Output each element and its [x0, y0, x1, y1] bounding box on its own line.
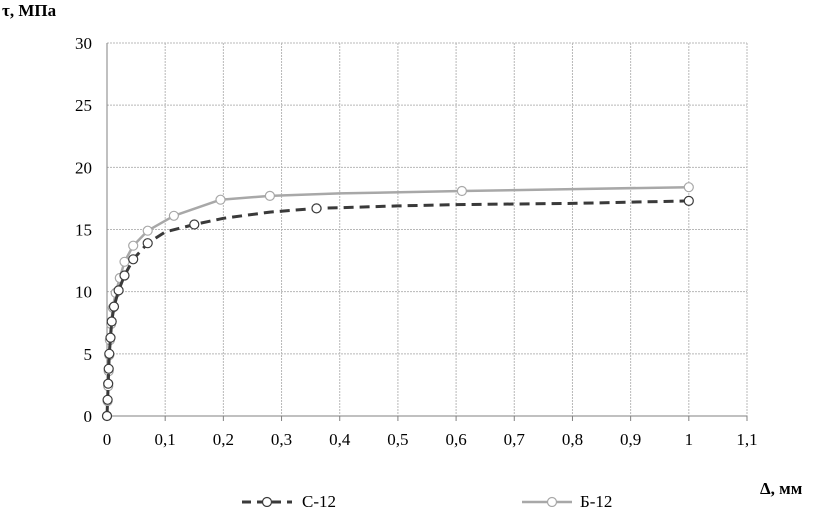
data-point — [113, 285, 124, 296]
y-axis-label: τ, МПа — [2, 1, 57, 20]
y-tick-label: 15 — [75, 221, 92, 240]
x-tick-label: 0,1 — [155, 430, 176, 449]
data-point — [142, 225, 153, 236]
data-point — [106, 316, 117, 327]
x-tick-label: 1,1 — [736, 430, 757, 449]
data-point — [456, 185, 467, 197]
data-point — [108, 301, 120, 312]
legend: С-12 Б-12 — [242, 492, 612, 507]
data-point — [168, 210, 179, 221]
y-tick-labels: 0 5 10 15 20 25 30 — [75, 34, 92, 426]
legend-item-b12: Б-12 — [522, 492, 612, 507]
x-tick-label: 1 — [685, 430, 694, 449]
data-point — [215, 194, 226, 205]
x-axis-label: Δ, мм — [760, 479, 803, 498]
legend-marker-b12 — [546, 496, 558, 507]
data-point — [103, 363, 114, 374]
y-tick-label: 5 — [84, 345, 93, 364]
y-tick-label: 0 — [84, 407, 93, 426]
x-tick-label: 0,3 — [271, 430, 292, 449]
data-point — [189, 219, 200, 230]
x-tick-label: 0,5 — [387, 430, 408, 449]
data-point — [264, 190, 275, 201]
data-point — [128, 254, 139, 265]
x-tick-labels: 0 0,1 0,2 0,3 0,4 0,5 0,6 0,7 0,8 0,9 1 1,1 — [103, 430, 758, 449]
x-tick-label: 0,6 — [445, 430, 466, 449]
y-tick-label: 20 — [75, 158, 92, 177]
data-point — [103, 378, 114, 389]
data-point — [128, 240, 139, 251]
data-point — [119, 270, 130, 281]
legend-label-s12: С-12 — [302, 492, 336, 507]
grid — [106, 42, 748, 421]
data-point — [102, 394, 113, 405]
y-tick-label: 10 — [75, 283, 92, 302]
x-tick-label: 0 — [103, 430, 112, 449]
data-point — [119, 256, 130, 267]
x-tick-label: 0,8 — [562, 430, 583, 449]
y-tick-label: 25 — [75, 96, 92, 115]
data-point — [683, 195, 694, 206]
legend-label-b12: Б-12 — [580, 492, 612, 507]
x-tick-label: 0,2 — [213, 430, 234, 449]
data-point — [142, 238, 153, 249]
data-point — [311, 203, 322, 214]
legend-item-s12: С-12 — [242, 492, 336, 507]
x-tick-label: 0,9 — [620, 430, 641, 449]
data-point — [104, 348, 115, 359]
y-tick-label: 30 — [75, 34, 92, 53]
series-s12 — [101, 195, 694, 422]
x-tick-label: 0,4 — [329, 430, 351, 449]
x-tick-label: 0,7 — [504, 430, 526, 449]
data-point — [683, 182, 694, 193]
legend-marker-s12 — [261, 496, 273, 507]
series-layer — [101, 182, 694, 422]
data-point — [101, 410, 113, 422]
data-point — [105, 332, 116, 343]
